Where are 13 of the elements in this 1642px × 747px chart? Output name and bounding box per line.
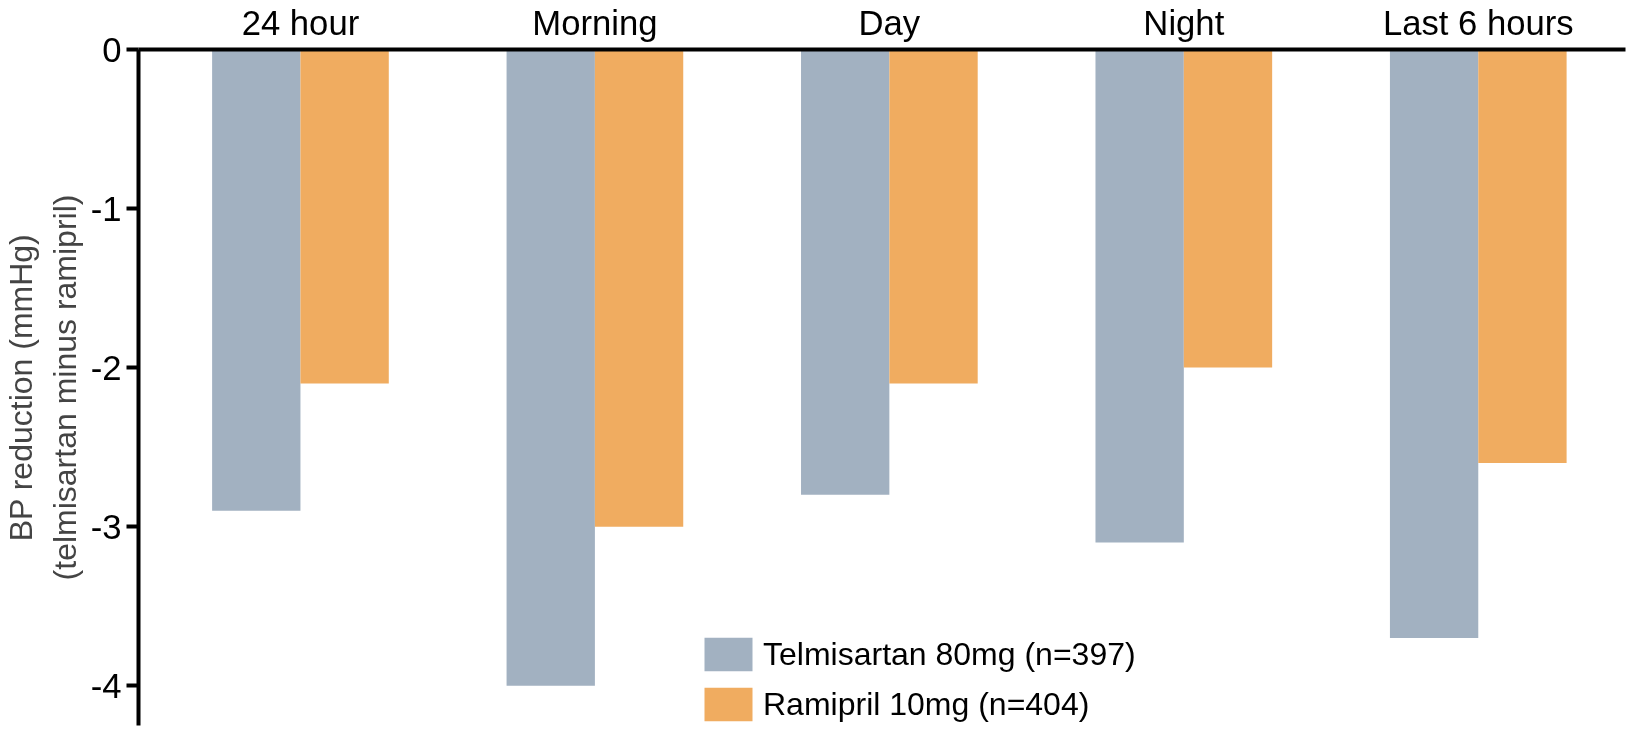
y-tick-label: 0 xyxy=(102,30,122,69)
y-tick-label: -1 xyxy=(90,189,122,228)
x-tick-label: 24 hour xyxy=(241,3,360,42)
x-tick-label: Night xyxy=(1143,3,1225,42)
x-tick-label: Last 6 hours xyxy=(1382,3,1574,42)
x-tick-label: Morning xyxy=(532,3,658,42)
y-axis-title: BP reduction (mmHg) (telmisartan minus ramipril) xyxy=(3,194,83,581)
y-tick-label: -2 xyxy=(90,348,122,387)
x-tick-label: Day xyxy=(858,3,921,42)
y-tick-label: -4 xyxy=(90,666,122,705)
legend-label: Telmisartan 80mg (n=397) xyxy=(763,635,1136,673)
legend-label: Ramipril 10mg (n=404) xyxy=(763,685,1090,723)
y-tick-label: -3 xyxy=(90,507,122,546)
